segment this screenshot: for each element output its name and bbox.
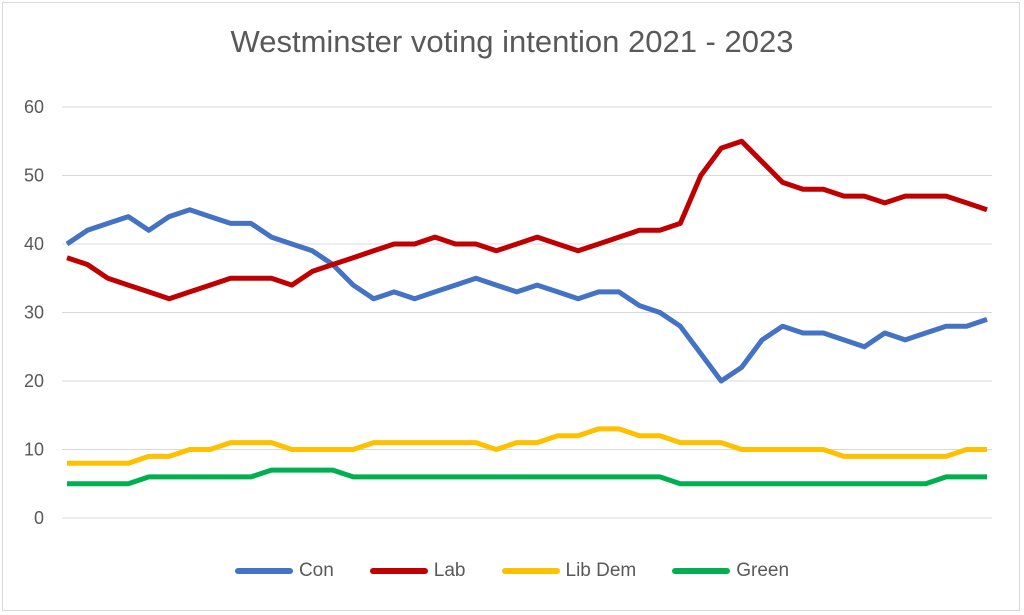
legend-item-green: Green: [672, 560, 789, 582]
y-tick-label: 40: [24, 234, 44, 254]
legend-label: Lib Dem: [565, 560, 637, 581]
y-tick-label: 60: [24, 97, 44, 117]
y-tick-label: 0: [34, 508, 44, 528]
y-tick-labels: 0 10 20 30 40 50 60: [24, 97, 44, 528]
series-line-con: [65, 207, 988, 384]
legend-item-lab: Lab: [369, 560, 466, 582]
series-line-lib-dem: [67, 426, 987, 466]
legend: Con Lab Lib Dem Green: [0, 560, 1024, 582]
legend-swatch: [672, 568, 731, 574]
legend-swatch: [369, 568, 428, 574]
y-tick-label: 20: [24, 371, 44, 391]
y-tick-label: 50: [24, 166, 44, 186]
series-line-green: [67, 467, 987, 487]
legend-label: Con: [298, 560, 334, 581]
legend-item-con: Con: [234, 560, 334, 582]
legend-item-lib-dem: Lib Dem: [501, 560, 637, 582]
series-line-lab: [66, 138, 988, 302]
chart-title: Westminster voting intention 2021 - 2023: [230, 24, 794, 59]
y-tick-label: 10: [24, 440, 44, 460]
legend-label: Lab: [433, 560, 466, 581]
legend-label: Green: [736, 560, 790, 581]
legend-swatch: [234, 568, 293, 574]
y-tick-label: 30: [24, 303, 44, 323]
legend-swatch: [501, 568, 560, 574]
series-lines: [65, 138, 988, 487]
